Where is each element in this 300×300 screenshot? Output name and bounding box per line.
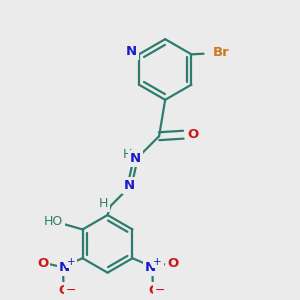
Text: N: N [145, 261, 156, 274]
Text: H: H [98, 197, 108, 210]
Text: −: − [155, 284, 166, 297]
Text: H: H [123, 148, 132, 161]
Text: N: N [59, 261, 70, 274]
Text: N: N [130, 152, 141, 164]
Text: −: − [66, 284, 76, 297]
Text: N: N [126, 45, 137, 58]
Text: +: + [153, 257, 162, 267]
Text: O: O [37, 257, 48, 270]
Text: +: + [67, 257, 76, 267]
Text: Br: Br [213, 46, 230, 59]
Text: O: O [59, 284, 70, 297]
Text: O: O [148, 284, 159, 297]
Text: O: O [188, 128, 199, 141]
Text: N: N [124, 179, 135, 192]
Text: O: O [167, 257, 178, 270]
Text: HO: HO [44, 215, 63, 228]
